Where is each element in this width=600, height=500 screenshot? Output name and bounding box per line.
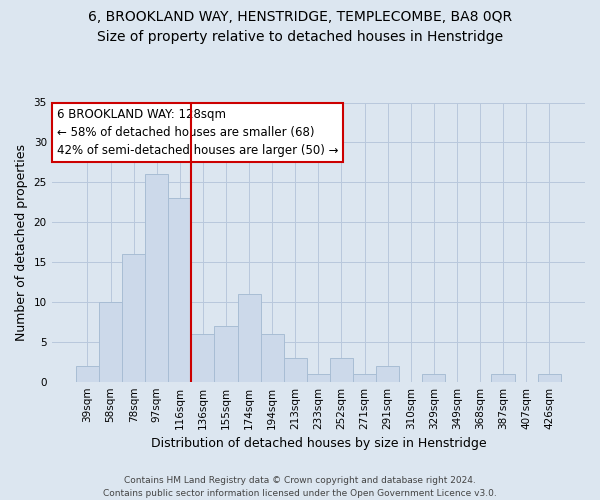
- X-axis label: Distribution of detached houses by size in Henstridge: Distribution of detached houses by size …: [151, 437, 486, 450]
- Bar: [491, 374, 515, 382]
- Y-axis label: Number of detached properties: Number of detached properties: [15, 144, 28, 340]
- Bar: [168, 198, 191, 382]
- Bar: [284, 358, 307, 382]
- Bar: [307, 374, 330, 382]
- Bar: [422, 374, 445, 382]
- Bar: [538, 374, 561, 382]
- Bar: [191, 334, 214, 382]
- Bar: [145, 174, 168, 382]
- Text: Contains HM Land Registry data © Crown copyright and database right 2024.
Contai: Contains HM Land Registry data © Crown c…: [103, 476, 497, 498]
- Bar: [330, 358, 353, 382]
- Text: 6, BROOKLAND WAY, HENSTRIDGE, TEMPLECOMBE, BA8 0QR
Size of property relative to : 6, BROOKLAND WAY, HENSTRIDGE, TEMPLECOMB…: [88, 10, 512, 43]
- Bar: [260, 334, 284, 382]
- Bar: [376, 366, 399, 382]
- Bar: [214, 326, 238, 382]
- Bar: [122, 254, 145, 382]
- Text: 6 BROOKLAND WAY: 128sqm
← 58% of detached houses are smaller (68)
42% of semi-de: 6 BROOKLAND WAY: 128sqm ← 58% of detache…: [57, 108, 338, 157]
- Bar: [76, 366, 99, 382]
- Bar: [353, 374, 376, 382]
- Bar: [99, 302, 122, 382]
- Bar: [238, 294, 260, 382]
